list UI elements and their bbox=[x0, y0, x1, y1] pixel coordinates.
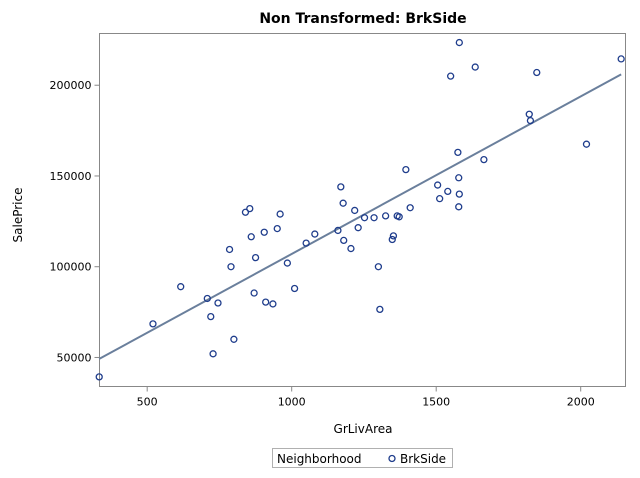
legend-marker bbox=[388, 454, 396, 463]
data-point bbox=[582, 140, 591, 148]
y-axis-ticks: 50000 100000 150000 200000 bbox=[50, 79, 100, 364]
data-point bbox=[376, 305, 384, 314]
data-point bbox=[402, 165, 410, 174]
x-tick-label: 500 bbox=[137, 396, 158, 409]
y-tick-label: 50000 bbox=[57, 351, 92, 364]
data-point bbox=[337, 183, 345, 191]
data-point bbox=[351, 206, 359, 215]
data-point bbox=[446, 72, 455, 80]
data-point bbox=[250, 289, 258, 297]
data-point bbox=[283, 259, 292, 267]
data-point bbox=[354, 224, 362, 232]
data-point bbox=[471, 63, 479, 71]
chart-title: Non Transformed: BrkSide bbox=[259, 11, 466, 27]
x-tick-label: 2000 bbox=[567, 396, 595, 409]
fit-line bbox=[98, 73, 622, 360]
data-point bbox=[209, 350, 217, 358]
data-point bbox=[149, 320, 157, 328]
y-tick-label: 200000 bbox=[50, 79, 92, 92]
data-point bbox=[273, 224, 281, 233]
data-point bbox=[340, 236, 348, 245]
data-point bbox=[389, 232, 398, 240]
data-point bbox=[311, 230, 319, 238]
x-axis-ticks: 500 1000 1500 2000 bbox=[137, 386, 595, 409]
data-point bbox=[269, 300, 277, 308]
data-point bbox=[455, 174, 463, 182]
legend-box bbox=[272, 448, 453, 468]
data-point bbox=[241, 208, 250, 216]
data-points-layer bbox=[95, 38, 625, 381]
legend-entry-brkside: BrkSide bbox=[400, 452, 446, 466]
data-point bbox=[214, 299, 222, 307]
data-point bbox=[203, 294, 211, 303]
x-axis-label: GrLivArea bbox=[334, 422, 393, 436]
data-point bbox=[260, 228, 268, 236]
data-point bbox=[406, 204, 414, 212]
data-point bbox=[533, 68, 541, 77]
data-point bbox=[225, 245, 234, 254]
legend-title: Neighborhood bbox=[277, 452, 362, 466]
data-point bbox=[381, 212, 390, 220]
x-tick-label: 1000 bbox=[278, 396, 306, 409]
data-point bbox=[302, 239, 310, 247]
data-point bbox=[370, 214, 378, 222]
data-point bbox=[455, 203, 463, 211]
data-point bbox=[247, 233, 255, 241]
data-point bbox=[95, 373, 103, 381]
data-point bbox=[339, 199, 347, 207]
data-point bbox=[177, 283, 185, 291]
data-point bbox=[436, 195, 444, 203]
data-point bbox=[525, 110, 533, 118]
y-tick-label: 150000 bbox=[50, 170, 92, 183]
data-point bbox=[455, 38, 463, 47]
data-point bbox=[290, 284, 299, 293]
data-point bbox=[480, 155, 488, 164]
data-point bbox=[444, 187, 452, 196]
data-point bbox=[374, 263, 383, 271]
data-point bbox=[251, 253, 260, 262]
data-point bbox=[455, 190, 463, 198]
data-point bbox=[276, 210, 284, 218]
data-point bbox=[388, 235, 396, 244]
data-point bbox=[334, 226, 342, 235]
fit-line-layer bbox=[98, 73, 622, 360]
data-point bbox=[617, 55, 625, 63]
data-point bbox=[395, 213, 403, 221]
y-tick-label: 100000 bbox=[50, 261, 92, 274]
legend: Neighborhood BrkSide bbox=[272, 448, 453, 468]
plot-frame bbox=[99, 33, 626, 387]
data-point bbox=[230, 335, 238, 343]
data-point bbox=[227, 263, 235, 271]
x-tick-label: 1500 bbox=[422, 396, 450, 409]
data-point bbox=[347, 244, 355, 253]
data-point bbox=[246, 204, 254, 213]
data-point bbox=[360, 214, 369, 222]
data-point bbox=[207, 312, 215, 321]
data-point bbox=[433, 181, 442, 189]
data-point bbox=[454, 148, 462, 157]
y-axis-label: SalePrice bbox=[11, 188, 25, 243]
data-point bbox=[526, 116, 535, 125]
data-point bbox=[262, 298, 270, 306]
